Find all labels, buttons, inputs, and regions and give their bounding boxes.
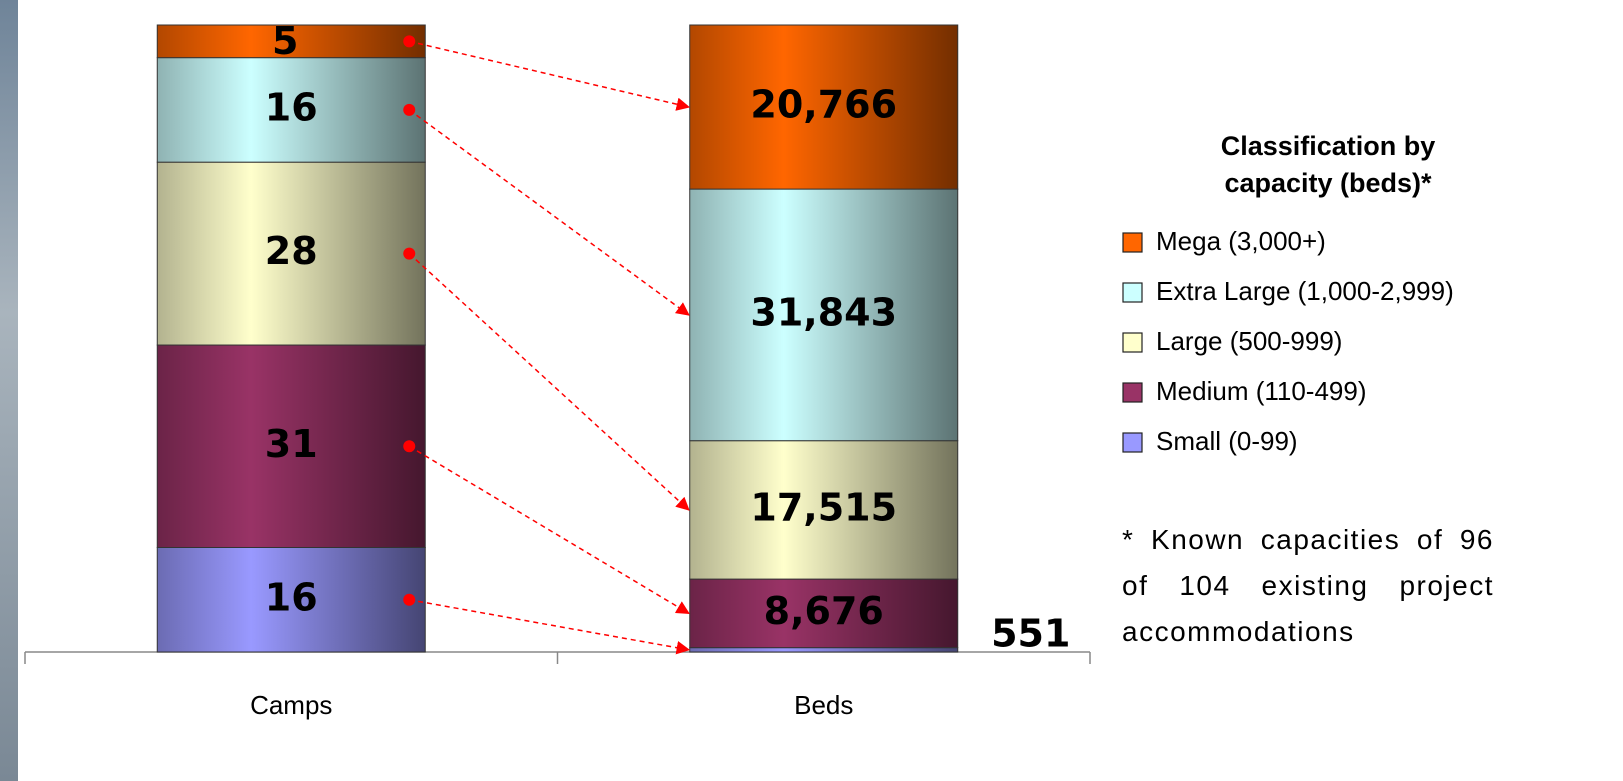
data-label: 31,843 bbox=[750, 290, 897, 334]
connector-dot bbox=[403, 594, 415, 606]
bar-shade bbox=[690, 648, 958, 652]
data-label: 551 bbox=[991, 612, 1070, 656]
connector-arrow bbox=[409, 600, 689, 650]
x-tick-label: Camps bbox=[250, 690, 332, 720]
connector-arrow bbox=[409, 41, 689, 107]
page: Classification bycapacity (beds)* Camps 1… bbox=[0, 0, 1623, 781]
connector-arrow bbox=[409, 446, 689, 613]
legend-label: Large (500-999) bbox=[1156, 326, 1342, 356]
legend-swatch bbox=[1123, 433, 1142, 452]
legend-label: Medium (110-499) bbox=[1156, 376, 1367, 406]
data-label: 17,515 bbox=[750, 485, 897, 529]
legend-label: Mega (3,000+) bbox=[1156, 226, 1326, 256]
data-label: 16 bbox=[265, 85, 318, 129]
connector-dot bbox=[403, 248, 415, 260]
legend-swatch bbox=[1123, 383, 1142, 402]
data-label: 31 bbox=[265, 422, 318, 466]
data-label: 8,676 bbox=[764, 589, 884, 633]
legend-swatch bbox=[1123, 283, 1142, 302]
legend-swatch bbox=[1123, 233, 1142, 252]
connector-dot bbox=[403, 35, 415, 47]
connector-arrow bbox=[409, 110, 689, 315]
legend-label: Extra Large (1,000-2,999) bbox=[1156, 276, 1454, 306]
legend-label: Small (0-99) bbox=[1156, 426, 1298, 456]
chart: Classification bycapacity (beds)* Camps 1… bbox=[0, 0, 1623, 781]
data-label: 5 bbox=[272, 19, 298, 63]
x-tick-label: Beds bbox=[794, 690, 853, 720]
connector-dot bbox=[403, 440, 415, 452]
connector-dot bbox=[403, 104, 415, 116]
data-label: 16 bbox=[265, 575, 318, 619]
data-label: 28 bbox=[265, 229, 318, 273]
legend-swatch bbox=[1123, 333, 1142, 352]
footnote: * Known capacities of 96 of 104 existing… bbox=[1122, 517, 1494, 655]
data-label: 20,766 bbox=[750, 83, 897, 127]
